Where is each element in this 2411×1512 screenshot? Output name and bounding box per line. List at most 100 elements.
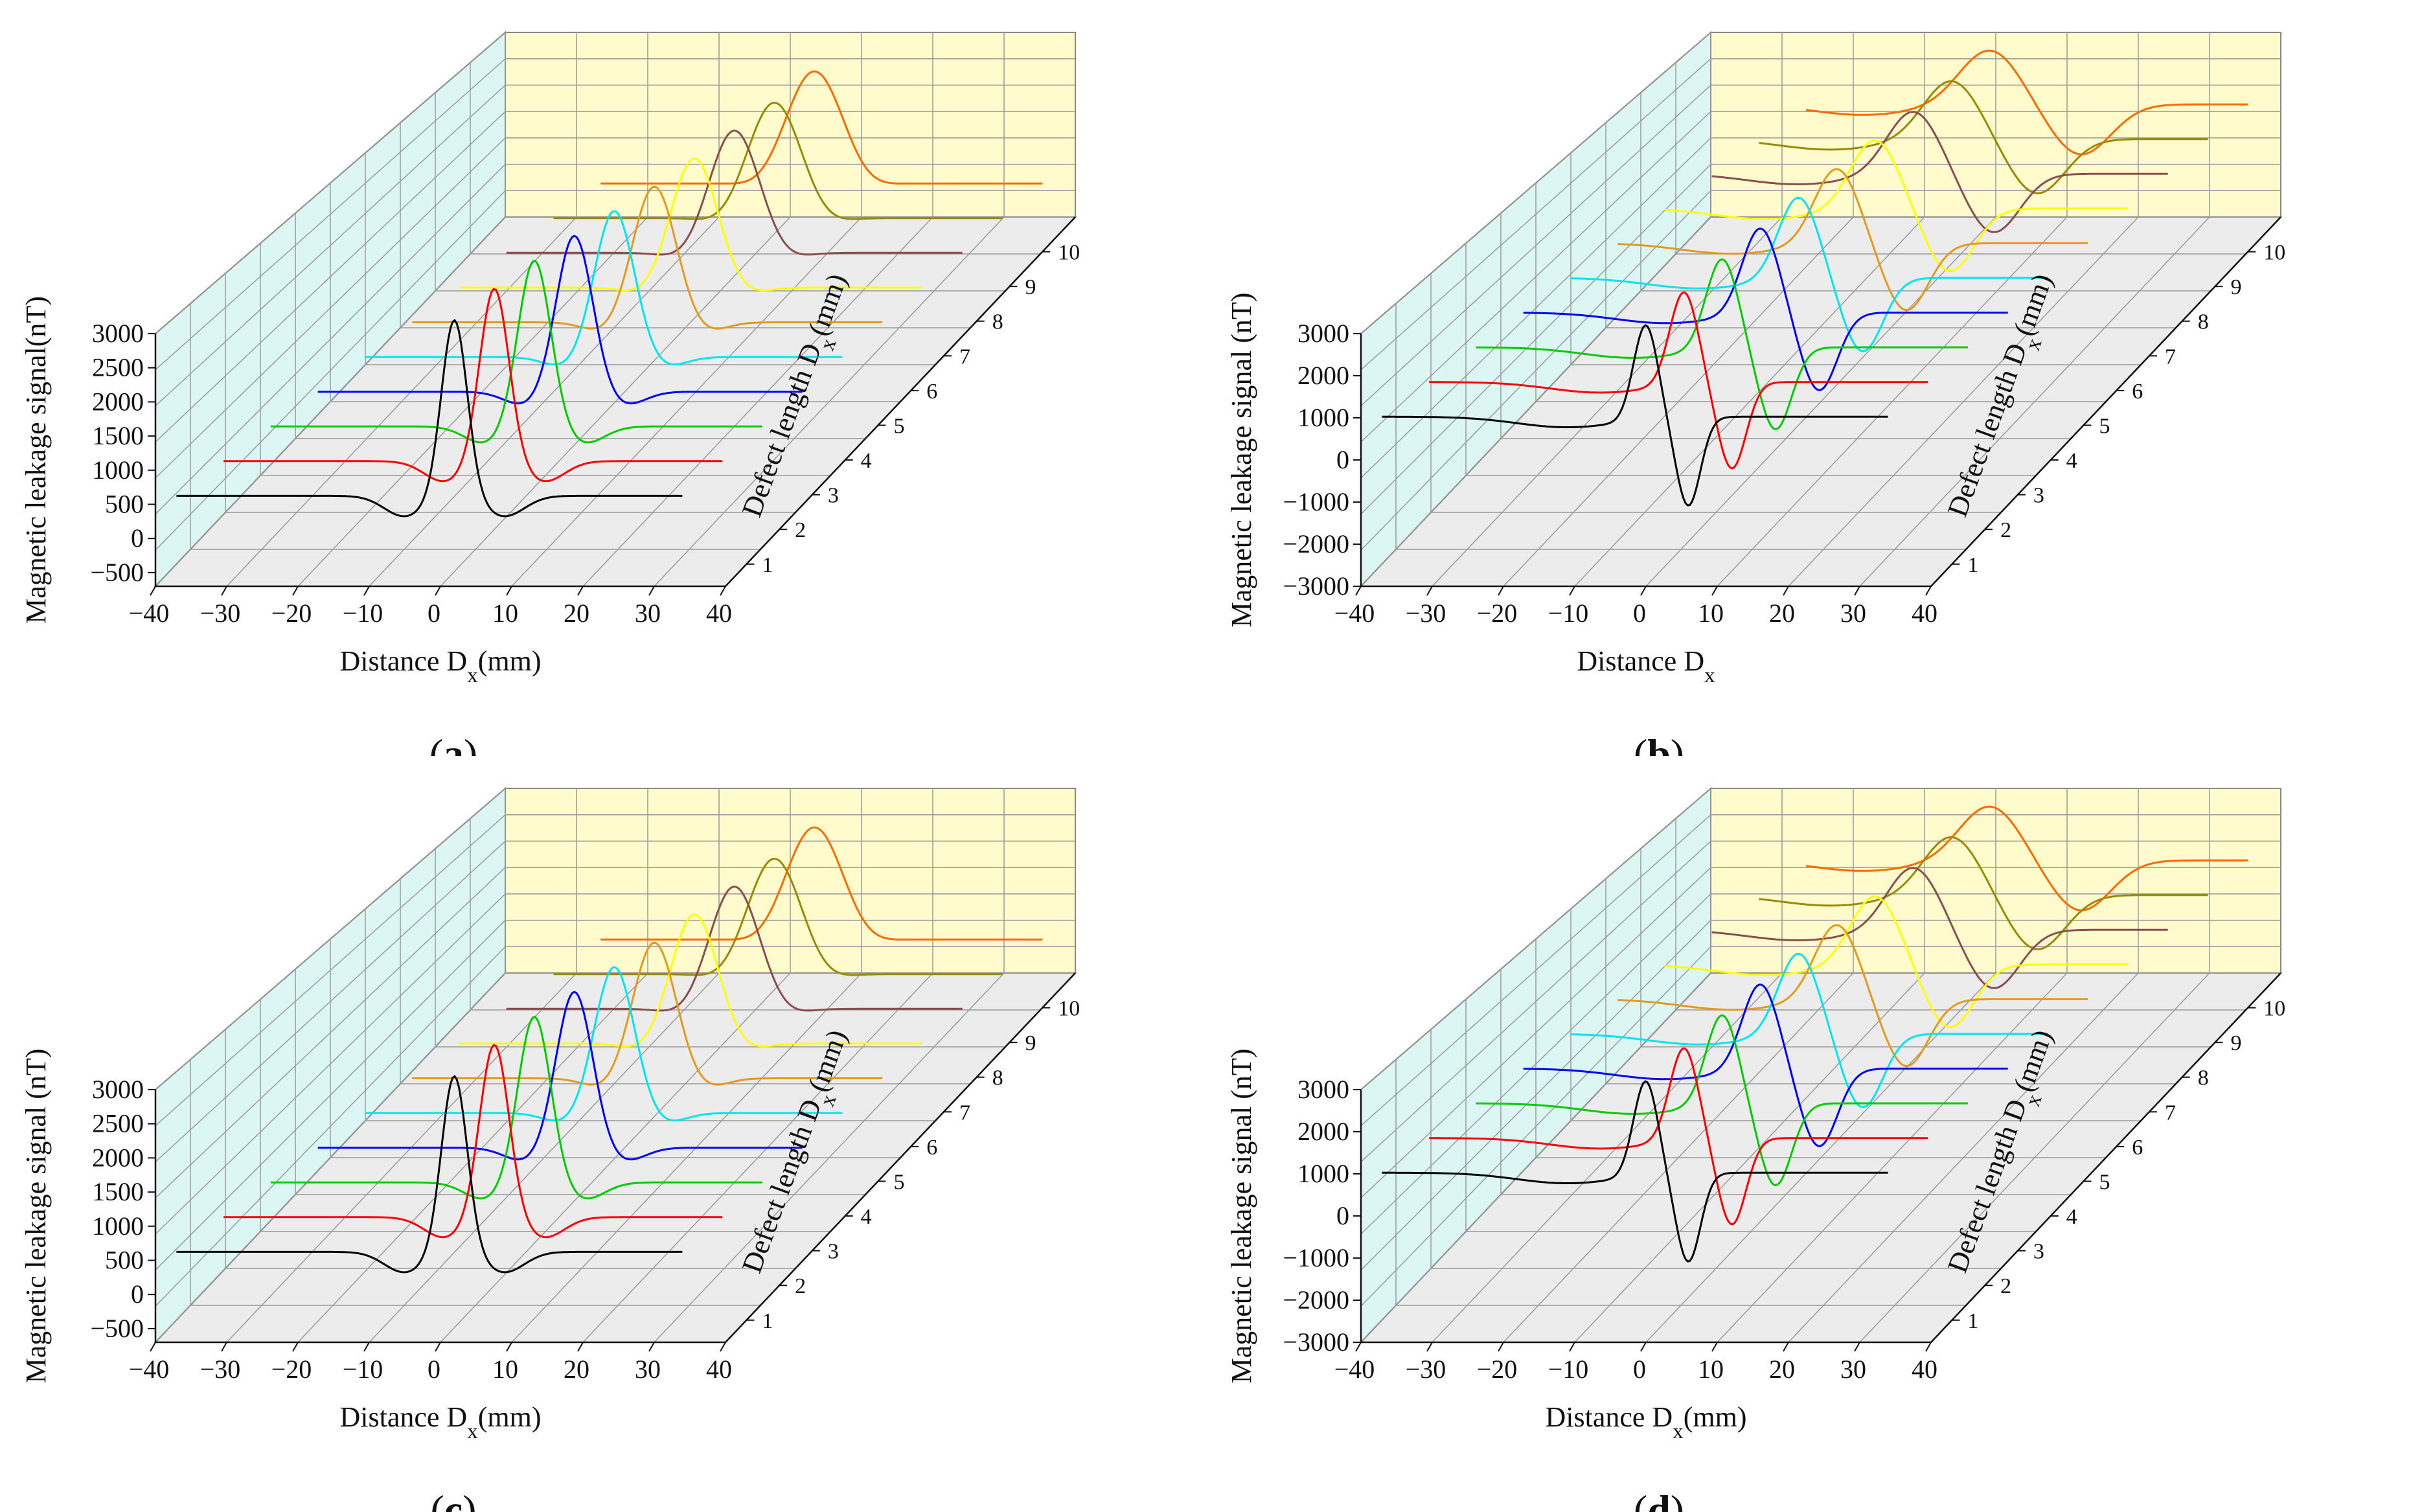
z-tick-label: 10 bbox=[1058, 997, 1080, 1021]
series-line-5mm bbox=[1570, 196, 2048, 352]
x-tick-label: −10 bbox=[343, 1355, 383, 1384]
series-line-10mm bbox=[600, 70, 1043, 185]
z-tick-label: 9 bbox=[1025, 1031, 1036, 1055]
z-tick-label: 10 bbox=[1058, 241, 1080, 265]
y-tick-label: 0 bbox=[1336, 1201, 1349, 1230]
y-tick-label: 3000 bbox=[1297, 319, 1349, 348]
series-line-6mm bbox=[412, 185, 883, 330]
y-tick-label: −3000 bbox=[1283, 571, 1349, 601]
x-tick-label: −10 bbox=[1548, 1355, 1589, 1384]
series-line-3mm bbox=[270, 1015, 762, 1200]
y-tick-label: −1000 bbox=[1283, 1243, 1349, 1272]
chart-panel-b: −40 −30 −20 −10 0 10 20 30 40 −3000 −2000 −1000 0 100… bbox=[1206, 0, 2411, 756]
x-tick-label: −30 bbox=[1406, 1355, 1446, 1384]
series-line-5mm bbox=[365, 210, 843, 366]
z-tick-label: 6 bbox=[926, 1136, 937, 1160]
y-tick-label: 3000 bbox=[92, 1075, 144, 1104]
y-tick-label: 2000 bbox=[1297, 361, 1349, 390]
z-tick-label: 9 bbox=[1025, 275, 1036, 299]
chart-panel-d: −40 −30 −20 −10 0 10 20 30 40 −3000 −2000 −1000 0 100… bbox=[1206, 756, 2411, 1512]
x-tick-label: 20 bbox=[564, 1355, 589, 1384]
z-tick-label: 3 bbox=[828, 1240, 839, 1264]
x-tick-label: −40 bbox=[129, 1355, 170, 1384]
y-tick-label: 500 bbox=[105, 1246, 144, 1275]
x-axis-title: Distance Dx bbox=[1577, 645, 1715, 687]
z-tick-label: 2 bbox=[795, 1274, 806, 1298]
series-line-7mm bbox=[1664, 895, 2128, 1029]
z-tick-label: 3 bbox=[2033, 1240, 2044, 1264]
z-tick-label: 4 bbox=[2066, 1205, 2077, 1229]
z-tick-label: 6 bbox=[2132, 380, 2143, 404]
series-group bbox=[176, 826, 1043, 1274]
z-tick-label: 4 bbox=[861, 1205, 872, 1229]
series-line-10mm bbox=[1805, 805, 2248, 911]
series-line-3mm bbox=[1476, 1014, 1968, 1187]
x-tick-label: 40 bbox=[1912, 1355, 1937, 1384]
series-line-1mm bbox=[1382, 324, 1888, 507]
x-tick-label: −20 bbox=[271, 1355, 312, 1384]
panel-caption: (a) bbox=[429, 731, 478, 756]
x-tick-label: 20 bbox=[1769, 599, 1795, 628]
series-line-2mm bbox=[223, 1044, 723, 1239]
series-line-9mm bbox=[1759, 80, 2208, 194]
x-tick-label: −20 bbox=[1477, 599, 1518, 628]
z-tick-label: 8 bbox=[992, 310, 1003, 334]
y-tick-label: 1000 bbox=[1297, 403, 1349, 432]
z-tick-label: 9 bbox=[2230, 1031, 2241, 1055]
y-axis-ticks: −500 0 500 1000 1500 2000 2500 3000 bbox=[90, 319, 155, 587]
y-tick-label: 2000 bbox=[92, 1143, 144, 1172]
series-line-8mm bbox=[1711, 111, 2168, 233]
z-tick-label: 5 bbox=[893, 414, 904, 438]
x-tick-label: 30 bbox=[635, 1355, 661, 1384]
x-tick-label: 30 bbox=[1840, 599, 1866, 628]
series-line-2mm bbox=[1429, 291, 1928, 470]
x-axis-title: Distance Dx(mm) bbox=[340, 1401, 542, 1443]
z-tick-label: 3 bbox=[2033, 484, 2044, 508]
x-tick-label: 0 bbox=[1633, 599, 1646, 628]
series-line-6mm bbox=[1617, 168, 2088, 311]
y-tick-label: 3000 bbox=[1297, 1075, 1349, 1104]
y-tick-label: 2500 bbox=[92, 1109, 144, 1138]
z-tick-label: 8 bbox=[992, 1066, 1003, 1090]
x-axis-ticks: −40 −30 −20 −10 0 10 20 30 40 bbox=[1334, 586, 1937, 628]
y-tick-label: 2000 bbox=[92, 387, 144, 416]
y-tick-label: −1000 bbox=[1283, 487, 1349, 516]
series-line-1mm bbox=[176, 319, 683, 518]
x-axis-title: Distance Dx(mm) bbox=[340, 645, 542, 687]
x-tick-label: 10 bbox=[1698, 1355, 1724, 1384]
x-tick-label: 40 bbox=[1912, 599, 1937, 628]
x-tick-label: 0 bbox=[428, 1355, 440, 1384]
series-line-10mm bbox=[600, 826, 1043, 941]
panel-caption: (d) bbox=[1634, 1487, 1684, 1512]
z-tick-label: 2 bbox=[795, 518, 806, 542]
z-tick-label: 8 bbox=[2198, 1066, 2209, 1090]
z-tick-label: 5 bbox=[2099, 414, 2110, 438]
series-line-3mm bbox=[1476, 258, 1968, 431]
x-axis-title: Distance Dx(mm) bbox=[1546, 1401, 1747, 1443]
x-tick-label: 30 bbox=[1840, 1355, 1866, 1384]
x-tick-label: −20 bbox=[271, 599, 312, 628]
x-tick-label: −10 bbox=[343, 599, 383, 628]
series-line-4mm bbox=[317, 235, 803, 405]
x-tick-label: 30 bbox=[635, 599, 661, 628]
x-tick-label: 10 bbox=[492, 599, 518, 628]
z-tick-label: 6 bbox=[2132, 1136, 2143, 1160]
z-tick-label: 9 bbox=[2230, 275, 2241, 299]
y-tick-label: 1000 bbox=[1297, 1159, 1349, 1188]
y-tick-label: −500 bbox=[90, 558, 144, 587]
y-tick-label: 0 bbox=[131, 1279, 144, 1309]
series-line-7mm bbox=[1664, 139, 2128, 273]
z-tick-label: 2 bbox=[2000, 518, 2011, 542]
x-tick-label: −40 bbox=[1334, 1355, 1375, 1384]
waterfall-chart-a: −40 −30 −20 −10 0 10 20 30 40 −500 0 500 1000 1500 200… bbox=[20, 30, 1080, 756]
z-tick-label: 10 bbox=[2263, 997, 2285, 1021]
y-tick-label: 1000 bbox=[92, 455, 144, 485]
y-axis-title: Magnetic leakage signal (nT) bbox=[1226, 293, 1257, 628]
z-tick-label: 1 bbox=[1967, 1309, 1978, 1333]
series-line-5mm bbox=[1570, 952, 2048, 1108]
y-axis-ticks: −500 0 500 1000 1500 2000 2500 3000 bbox=[90, 1075, 155, 1343]
series-line-9mm bbox=[553, 102, 1003, 220]
series-line-7mm bbox=[459, 913, 922, 1048]
